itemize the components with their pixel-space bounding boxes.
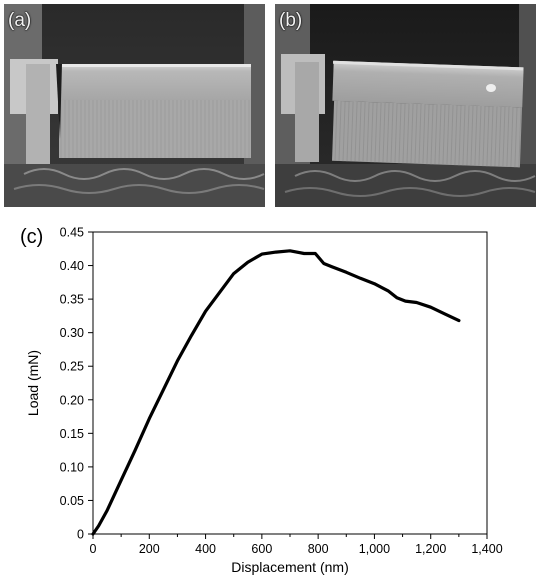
load-displacement-chart: 0 200 400 600 800 1,000 1,200 1,400 0 0.05 0.10 0.1… xyxy=(25,226,503,576)
x-tick-label: 800 xyxy=(308,542,329,556)
y-tick-label: 0 xyxy=(77,528,84,542)
y-tick-label: 0.25 xyxy=(60,360,84,374)
x-tick-label: 0 xyxy=(90,542,97,556)
panel-b-label: (b) xyxy=(279,10,303,31)
x-tick-label: 1,200 xyxy=(415,542,446,556)
y-tick-label: 0.35 xyxy=(60,293,84,307)
y-tick-label: 0.05 xyxy=(60,494,84,508)
y-tick-label: 0.40 xyxy=(60,259,84,273)
x-axis-title: Displacement (nm) xyxy=(231,559,348,575)
x-tick-label: 200 xyxy=(139,542,160,556)
sem-image-b: (b) xyxy=(275,4,536,207)
y-tick-label: 0.10 xyxy=(60,460,84,474)
series-line xyxy=(91,249,461,536)
x-tick-label: 400 xyxy=(195,542,216,556)
panel-a-label: (a) xyxy=(8,10,32,31)
x-tick-label: 1,400 xyxy=(471,542,502,556)
y-tick-label: 0.20 xyxy=(60,393,84,407)
y-tick-label: 0.30 xyxy=(60,326,84,340)
chart-panel-label: (c) xyxy=(20,226,44,248)
sem-image-a: (a) xyxy=(4,4,265,207)
y-axis-title: Load (mN) xyxy=(25,350,41,416)
y-tick-label: 0.15 xyxy=(60,427,84,441)
plot-frame xyxy=(92,231,488,535)
x-tick-label: 600 xyxy=(251,542,272,556)
x-tick-label: 1,000 xyxy=(359,542,390,556)
y-tick-label: 0.45 xyxy=(60,226,84,240)
